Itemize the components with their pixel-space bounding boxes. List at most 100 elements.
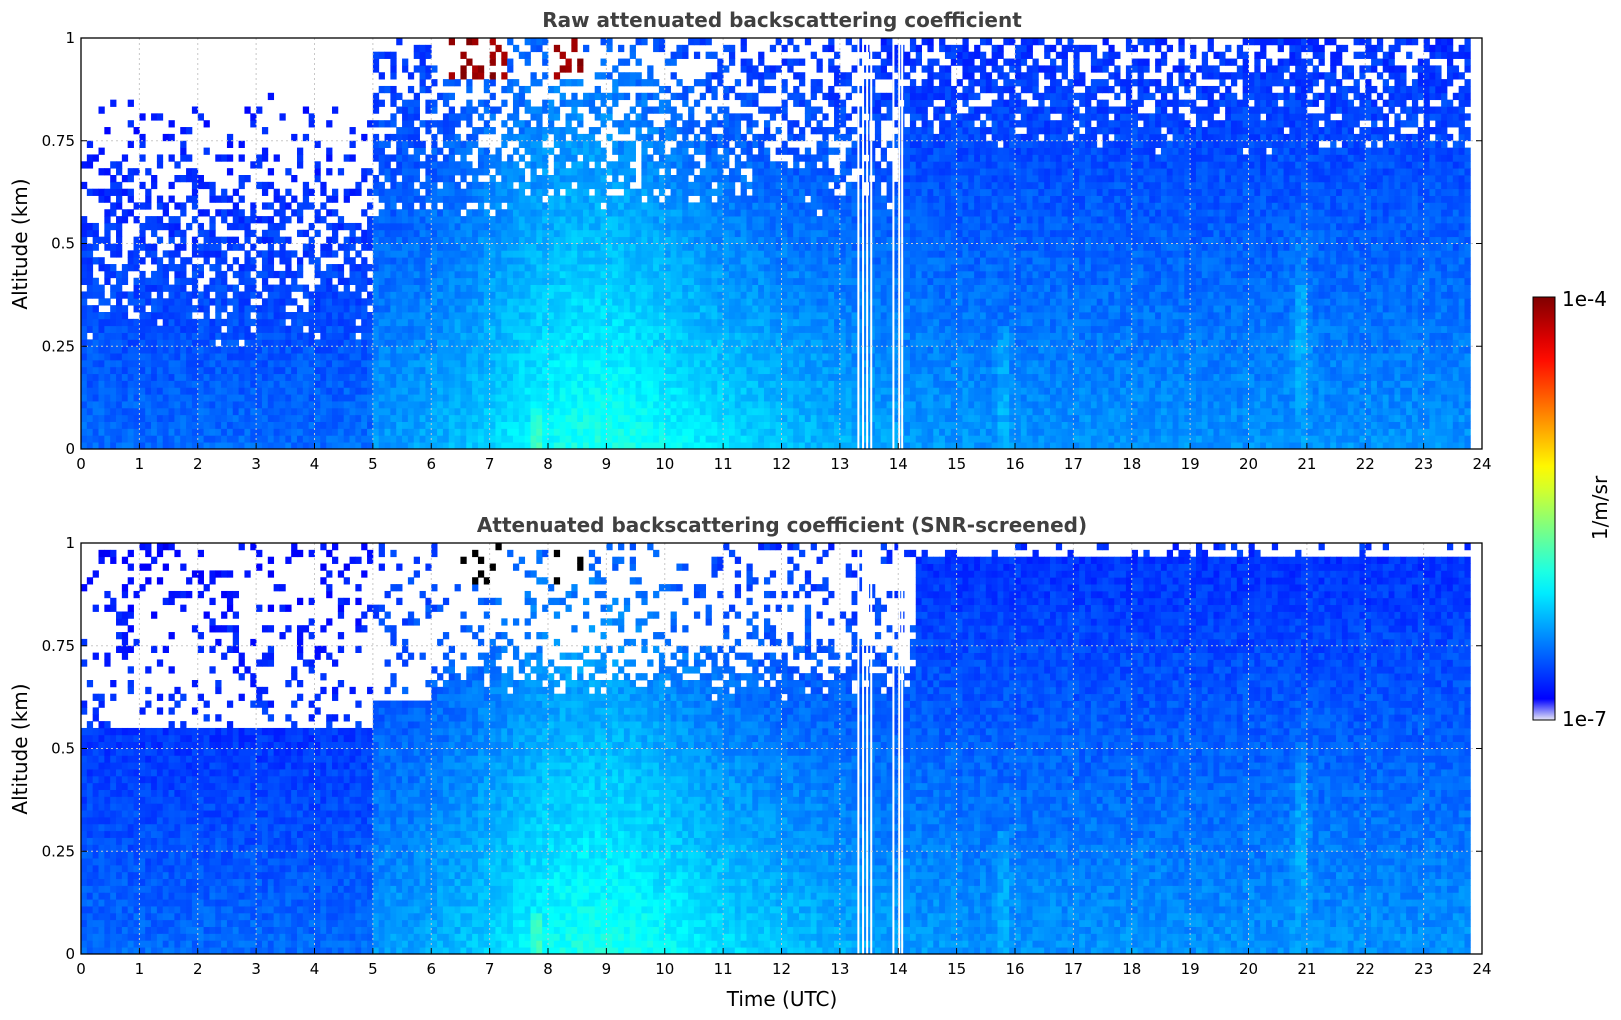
- heatmap-cell: [320, 312, 326, 319]
- heatmap-cell: [466, 264, 472, 271]
- heatmap-cell: [373, 387, 379, 394]
- heatmap-cell: [490, 216, 496, 223]
- heatmap-cell: [536, 250, 542, 257]
- heatmap-cell: [151, 353, 157, 360]
- heatmap-cell: [735, 79, 741, 86]
- heatmap-cell: [601, 319, 607, 326]
- heatmap-cell: [566, 223, 572, 230]
- heatmap-cell: [636, 271, 642, 278]
- heatmap-cell: [315, 394, 321, 401]
- heatmap-cell: [420, 401, 426, 408]
- heatmap-cell: [367, 415, 373, 422]
- heatmap-cell: [460, 394, 466, 401]
- heatmap-cell: [601, 93, 607, 100]
- heatmap-cell: [408, 346, 414, 353]
- heatmap-cell: [647, 189, 653, 196]
- heatmap-cell: [379, 216, 385, 223]
- heatmap-cell: [116, 278, 122, 285]
- heatmap-cell: [93, 326, 99, 333]
- heatmap-cell: [186, 168, 192, 175]
- heatmap-cell: [460, 278, 466, 285]
- heatmap-cell: [682, 381, 688, 388]
- heatmap-cell: [671, 360, 677, 367]
- heatmap-cell: [332, 196, 338, 203]
- heatmap-cell: [688, 435, 694, 442]
- heatmap-cell: [741, 264, 747, 271]
- heatmap-cell: [548, 360, 554, 367]
- heatmap-cell: [361, 333, 367, 340]
- heatmap-cell: [577, 223, 583, 230]
- heatmap-cell: [706, 223, 712, 230]
- heatmap-cell: [309, 435, 315, 442]
- heatmap-cell: [244, 333, 250, 340]
- heatmap-cell: [746, 264, 752, 271]
- heatmap-cell: [134, 333, 140, 340]
- heatmap-cell: [566, 244, 572, 251]
- heatmap-cell: [682, 319, 688, 326]
- heatmap-cell: [741, 305, 747, 312]
- heatmap-cell: [653, 230, 659, 237]
- heatmap-cell: [87, 271, 93, 278]
- heatmap-cell: [700, 209, 706, 216]
- heatmap-cell: [601, 367, 607, 374]
- heatmap-cell: [618, 182, 624, 189]
- heatmap-cell: [706, 278, 712, 285]
- heatmap-cell: [729, 148, 735, 155]
- heatmap-cell: [256, 326, 262, 333]
- heatmap-cell: [151, 216, 157, 223]
- heatmap-cell: [174, 285, 180, 292]
- heatmap-cell: [519, 278, 525, 285]
- heatmap-cell: [186, 312, 192, 319]
- heatmap-cell: [717, 79, 723, 86]
- heatmap-cell: [233, 333, 239, 340]
- heatmap-cell: [630, 196, 636, 203]
- heatmap-cell: [735, 223, 741, 230]
- heatmap-cell: [636, 38, 642, 45]
- heatmap-cell: [338, 333, 344, 340]
- heatmap-cell: [180, 285, 186, 292]
- heatmap-cell: [455, 250, 461, 257]
- heatmap-cell: [653, 298, 659, 305]
- heatmap-cell: [204, 305, 210, 312]
- heatmap-cell: [268, 374, 274, 381]
- heatmap-cell: [379, 442, 385, 449]
- heatmap-cell: [694, 401, 700, 408]
- heatmap-cell: [484, 168, 490, 175]
- heatmap-cell: [396, 339, 402, 346]
- heatmap-cell: [163, 346, 169, 353]
- heatmap-cell: [396, 333, 402, 340]
- heatmap-cell: [145, 428, 151, 435]
- heatmap-cell: [741, 202, 747, 209]
- heatmap-cell: [636, 237, 642, 244]
- heatmap-cell: [671, 333, 677, 340]
- heatmap-cell: [636, 346, 642, 353]
- heatmap-cell: [303, 346, 309, 353]
- heatmap-cell: [706, 401, 712, 408]
- heatmap-cell: [420, 223, 426, 230]
- heatmap-cell: [373, 120, 379, 127]
- heatmap-cell: [256, 360, 262, 367]
- heatmap-cell: [665, 271, 671, 278]
- heatmap-cell: [560, 196, 566, 203]
- heatmap-cell: [291, 387, 297, 394]
- heatmap-cell: [139, 278, 145, 285]
- heatmap-cell: [583, 134, 589, 141]
- heatmap-cell: [595, 271, 601, 278]
- heatmap-cell: [595, 319, 601, 326]
- heatmap-cell: [729, 381, 735, 388]
- heatmap-cell: [630, 381, 636, 388]
- heatmap-cell: [566, 100, 572, 107]
- heatmap-cell: [752, 339, 758, 346]
- heatmap-cell: [274, 422, 280, 429]
- heatmap-cell: [373, 333, 379, 340]
- heatmap-cell: [688, 278, 694, 285]
- heatmap-cell: [741, 196, 747, 203]
- heatmap-cell: [507, 422, 513, 429]
- heatmap-cell: [647, 285, 653, 292]
- heatmap-cell: [239, 305, 245, 312]
- heatmap-cell: [180, 428, 186, 435]
- heatmap-cell: [735, 244, 741, 251]
- heatmap-cell: [571, 422, 577, 429]
- heatmap-cell: [519, 120, 525, 127]
- heatmap-cell: [361, 244, 367, 251]
